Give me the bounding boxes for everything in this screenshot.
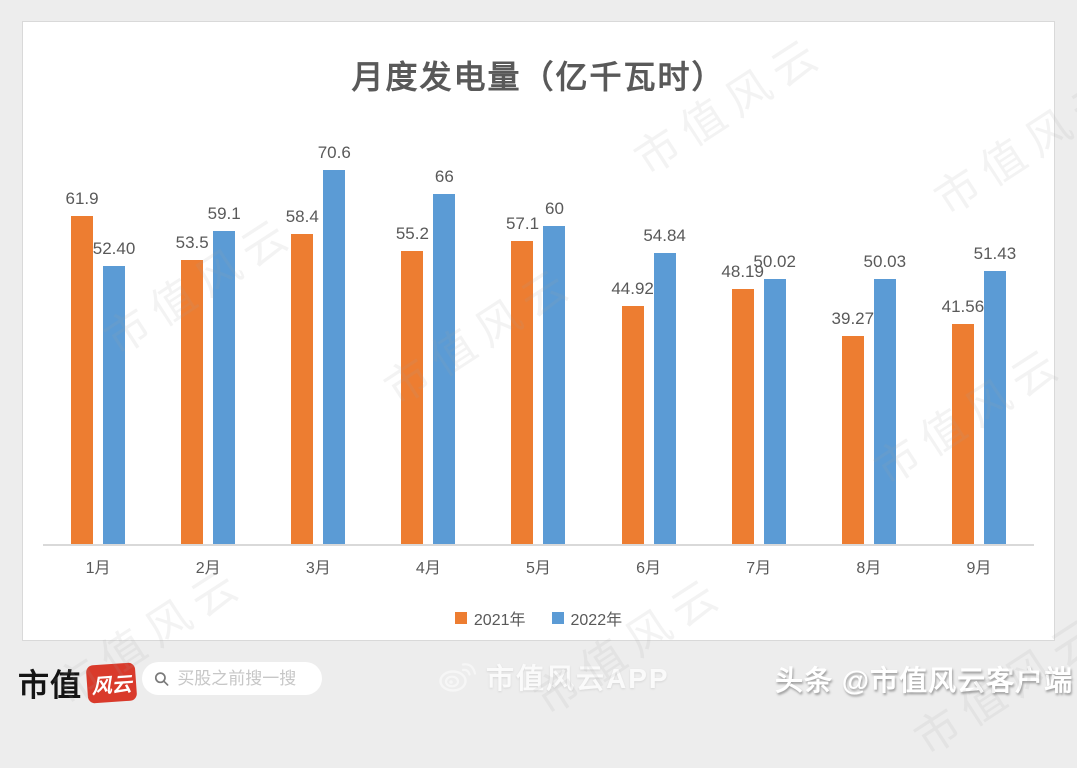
bar-group-2月: 53.5 59.1 [153, 128, 263, 544]
bar-2022年-6月 [653, 253, 676, 544]
data-label: 48.19 [721, 262, 764, 281]
x-axis-label: 6月 [636, 560, 662, 577]
chart-card: 月度发电量（亿千瓦时） 61.9 52.40 53.5 59.1 58.4 70.6 55.… [22, 21, 1055, 641]
app-brand: 市值风云APP [438, 657, 670, 697]
bar-2021年-6月 [621, 306, 644, 544]
bar-group-7月: 48.19 50.02 [704, 128, 814, 544]
bar-slot: 44.92 [611, 279, 654, 544]
data-label: 54.84 [643, 226, 686, 245]
data-label: 66 [434, 167, 454, 186]
channel-attribution: 头条 @市值风云客户端 [775, 665, 1074, 696]
bar-slot: 61.9 [66, 189, 99, 544]
bar-slot: 59.1 [208, 204, 241, 544]
bar-group-6月: 44.92 54.84 [594, 128, 704, 544]
app-label: 市值风云APP [486, 663, 670, 694]
bar-2021年-1月 [71, 216, 94, 544]
bar-chart-plot-area: 61.9 52.40 53.5 59.1 58.4 70.6 55.2 66 57.1 60 44.… [43, 128, 1034, 546]
data-label: 52.40 [92, 239, 136, 258]
footer-bar: 市值 风云 市值风云APP 头条 @市值风云客户端 [0, 641, 1077, 716]
x-axis-label: 4月 [415, 560, 441, 577]
data-label: 53.5 [175, 233, 209, 252]
data-label: 58.4 [285, 207, 319, 226]
brand-logo-text: 市值 [18, 668, 82, 703]
bar-slot: 52.40 [93, 239, 135, 544]
data-label: 44.92 [611, 279, 654, 298]
bar-2022年-5月 [543, 226, 566, 544]
legend-swatch [551, 612, 564, 624]
bar-2022年-1月 [103, 266, 126, 544]
bar-slot: 50.02 [753, 252, 796, 544]
bar-group-4月: 55.2 66 [373, 128, 483, 544]
legend-item-2022年: 2022年 [551, 606, 623, 630]
bar-groups: 61.9 52.40 53.5 59.1 58.4 70.6 55.2 66 57.1 60 44.… [43, 128, 1034, 544]
x-axis-label: 5月 [526, 560, 551, 577]
search-icon [154, 671, 169, 686]
bar-2021年-5月 [511, 241, 534, 544]
bar-group-3月: 58.4 70.6 [263, 128, 373, 544]
bar-2022年-2月 [213, 231, 236, 544]
bar-group-1月: 61.9 52.40 [43, 128, 153, 544]
bar-2021年-2月 [181, 260, 204, 544]
search-input[interactable] [177, 668, 310, 689]
bar-slot: 41.56 [942, 297, 984, 544]
data-label: 50.02 [753, 252, 796, 271]
bar-2022年-9月 [983, 271, 1006, 544]
bar-2022年-3月 [323, 170, 346, 544]
data-label: 55.2 [395, 224, 429, 243]
data-label: 57.1 [505, 214, 540, 233]
bar-2021年-9月 [951, 324, 974, 544]
weibo-icon [439, 663, 476, 692]
data-label: 61.9 [65, 189, 99, 208]
x-axis-label: 2月 [195, 560, 221, 577]
data-label: 60 [545, 199, 564, 218]
chart-legend: 2021年 2022年 [23, 606, 1054, 630]
bar-slot: 54.84 [643, 226, 686, 544]
search-box[interactable] [142, 662, 322, 695]
x-axis-label: 1月 [85, 560, 111, 577]
bar-group-5月: 57.1 60 [483, 128, 593, 544]
data-label: 50.03 [863, 252, 907, 271]
bar-2022年-7月 [763, 279, 786, 544]
brand-logo: 市值 风云 [18, 660, 138, 705]
legend-swatch [454, 612, 467, 624]
bar-slot: 48.19 [721, 262, 764, 544]
data-label: 51.43 [973, 244, 1017, 263]
bar-slot: 58.4 [286, 207, 319, 544]
bar-2022年-8月 [873, 279, 896, 544]
bar-slot: 55.2 [396, 224, 429, 544]
bar-slot: 39.27 [832, 309, 874, 544]
x-axis-line [43, 544, 1034, 546]
bar-group-9月: 41.56 51.43 [924, 128, 1034, 544]
x-axis-label: 9月 [966, 560, 992, 577]
data-label: 39.27 [831, 309, 875, 328]
brand-logo-badge: 风云 [85, 661, 138, 704]
bar-slot: 70.6 [318, 143, 351, 544]
data-label: 59.1 [207, 204, 241, 223]
data-label: 70.6 [317, 143, 351, 162]
legend-label: 2022年 [570, 612, 623, 629]
x-axis-label: 3月 [305, 560, 331, 577]
bar-2021年-3月 [291, 234, 314, 544]
bar-2021年-4月 [401, 251, 424, 544]
x-axis-labels: 1月 2月 3月 4月 5月 6月 7月 8月 9月 [43, 554, 1034, 578]
bar-slot: 50.03 [864, 252, 906, 544]
bar-group-8月: 39.27 50.03 [814, 128, 924, 544]
x-axis-label: 8月 [856, 560, 882, 577]
bar-2021年-7月 [731, 289, 754, 544]
bar-slot: 57.1 [506, 214, 539, 544]
data-label: 41.56 [941, 297, 985, 316]
bar-slot: 53.5 [176, 233, 209, 544]
bar-slot: 66 [433, 167, 456, 544]
legend-label: 2021年 [473, 612, 526, 629]
bar-2022年-4月 [433, 194, 456, 544]
bar-2021年-8月 [841, 336, 864, 544]
legend-item-2021年: 2021年 [454, 606, 526, 630]
bar-slot: 51.43 [974, 244, 1016, 544]
bar-slot: 60 [543, 199, 566, 544]
chart-title: 月度发电量（亿千瓦时） [351, 59, 726, 95]
x-axis-label: 7月 [746, 560, 772, 577]
